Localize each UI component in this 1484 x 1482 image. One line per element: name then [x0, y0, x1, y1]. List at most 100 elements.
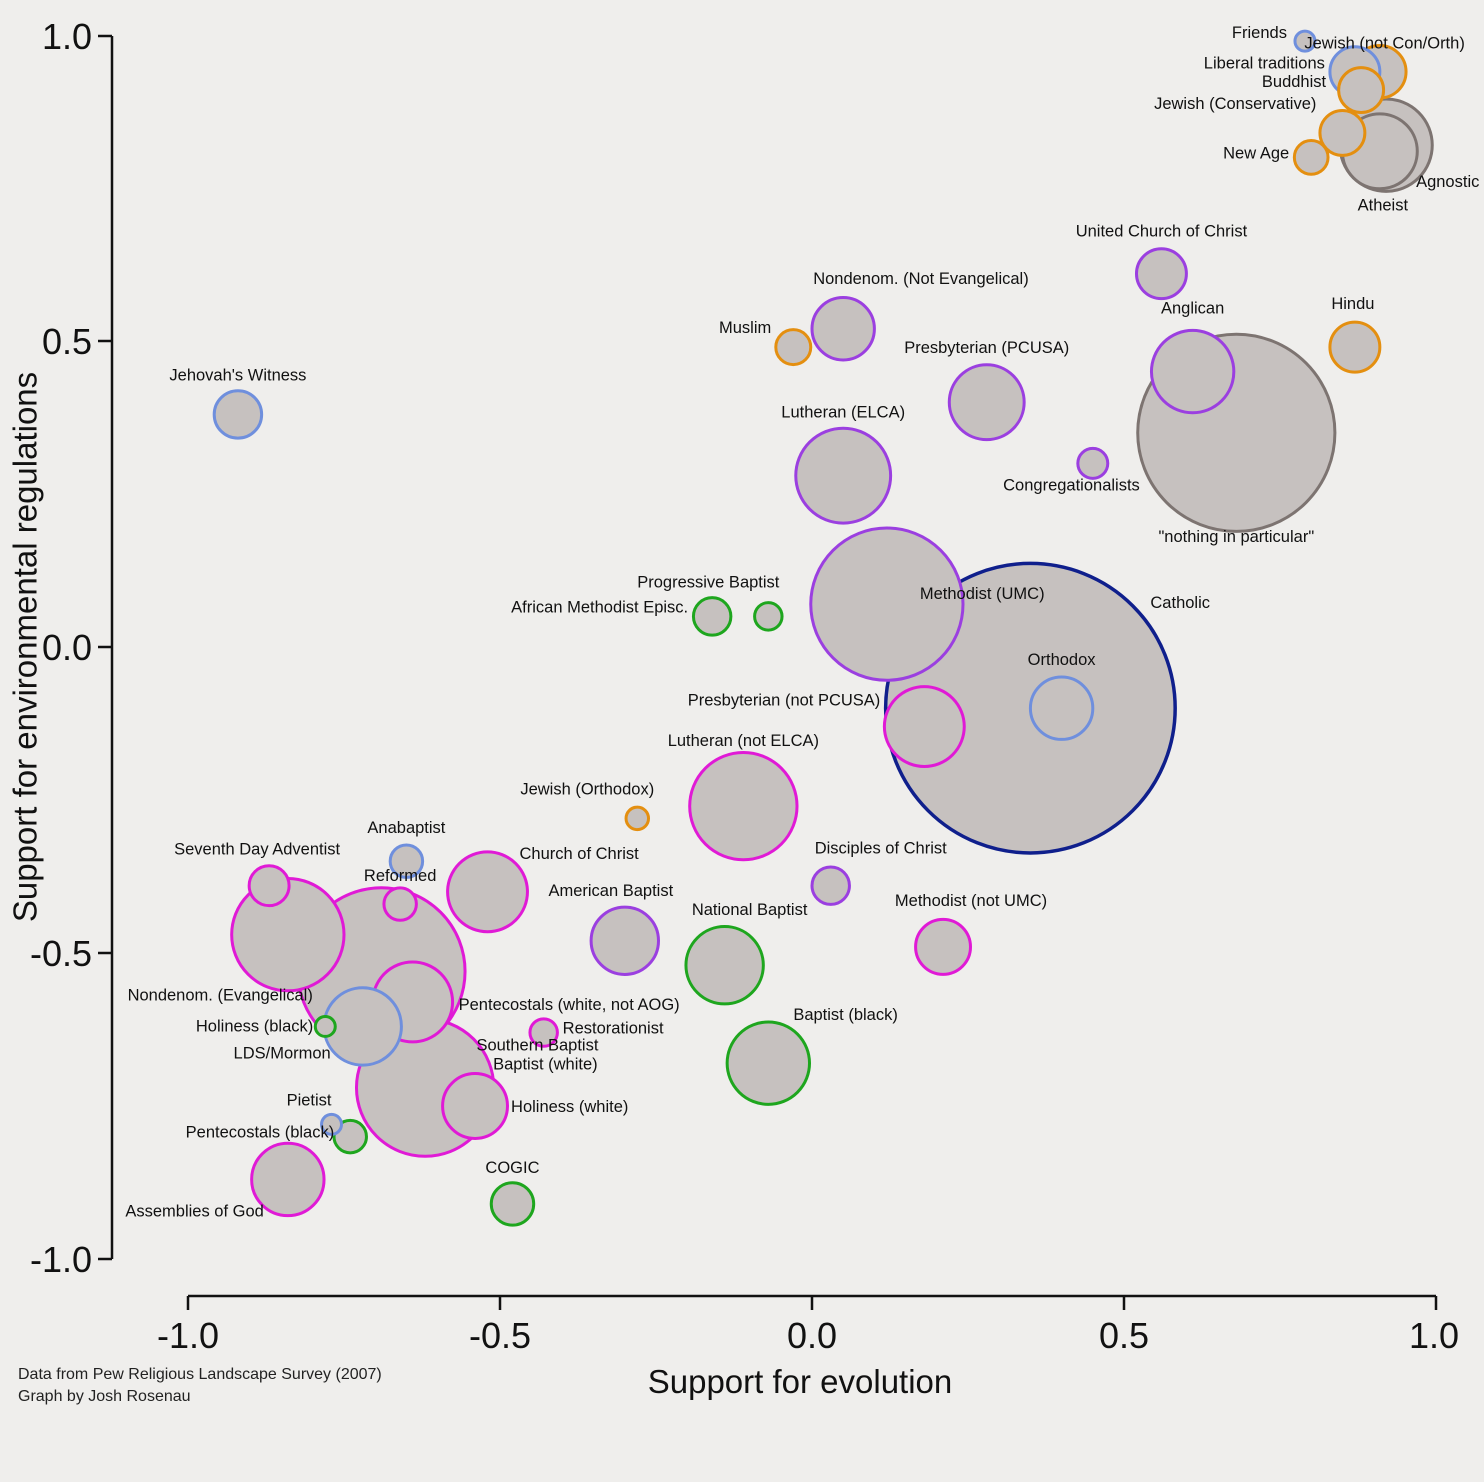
- bubble: [1318, 108, 1367, 157]
- bubble-label: Holiness (black): [196, 1017, 313, 1035]
- bubble: [382, 886, 418, 922]
- bubble-label: Methodist (not UMC): [895, 892, 1047, 910]
- bubble: [809, 526, 965, 682]
- bubble-label: Disciples of Christ: [815, 840, 947, 858]
- bubble-label: Seventh Day Adventist: [174, 841, 340, 859]
- bubble-label: Atheist: [1358, 196, 1409, 214]
- bubble-label: Jewish (not Con/Orth): [1304, 35, 1464, 53]
- bubble: [810, 296, 876, 362]
- y-tick-label: 0.5: [42, 321, 92, 362]
- bubble: [1076, 446, 1110, 480]
- bubble-label: Pietist: [287, 1091, 332, 1109]
- bubble: [212, 389, 264, 440]
- bubble-label: COGIC: [485, 1159, 539, 1177]
- bubble: [624, 805, 651, 832]
- bubble: [247, 864, 291, 908]
- bubble-label: Nondenom. (Evangelical): [128, 987, 313, 1005]
- bubble-label: Baptist (white): [493, 1056, 598, 1074]
- bubble: [528, 1017, 559, 1048]
- bubble-label: Lutheran (not ELCA): [668, 732, 819, 750]
- bubble: [1028, 675, 1095, 741]
- bubble-label: Pentecostals (black): [186, 1124, 335, 1142]
- bubble-label: Hindu: [1331, 295, 1374, 313]
- bubble: [684, 925, 765, 1006]
- bubble-label: Progressive Baptist: [637, 573, 780, 591]
- x-tick-label: -0.5: [469, 1315, 531, 1356]
- x-tick-label: 0.5: [1099, 1315, 1149, 1356]
- bubble: [446, 850, 529, 934]
- bubble-label: Presbyterian (not PCUSA): [688, 692, 881, 710]
- bubble: [1293, 29, 1317, 53]
- bubble-label: Church of Christ: [520, 845, 640, 863]
- bubble: [489, 1181, 536, 1227]
- bubble-label: Agnostic: [1416, 173, 1479, 191]
- x-axis: -1.0 -0.5 0.0 0.5 1.0 Support for evolut…: [157, 1294, 1459, 1400]
- bubble-label: New Age: [1223, 144, 1289, 162]
- bubble: [1328, 320, 1382, 374]
- bubble-label: Baptist (black): [793, 1006, 898, 1024]
- bubble-label: Catholic: [1150, 594, 1210, 612]
- bubbles-layer: [212, 29, 1434, 1227]
- x-tick-label: 1.0: [1409, 1315, 1459, 1356]
- labels-layer: Jewish (not Con/Orth) Friends Liberal trad…: [125, 24, 1479, 1220]
- bubble-label: Buddhist: [1262, 73, 1327, 91]
- y-tick-label: 1.0: [42, 16, 92, 57]
- bubble-label: Jehovah's Witness: [169, 366, 306, 384]
- x-tick-label: 0.0: [787, 1315, 837, 1356]
- bubble-label: Jewish (Orthodox): [520, 780, 654, 798]
- y-tick-label: 0.0: [42, 627, 92, 668]
- bubble-label: Assemblies of God: [125, 1202, 263, 1220]
- bubble-label: Nondenom. (Not Evangelical): [813, 270, 1029, 288]
- bubble: [810, 865, 851, 906]
- bubble-label: Pentecostals (white, not AOG): [459, 996, 680, 1014]
- bubble-label: Holiness (white): [511, 1098, 628, 1116]
- bubble: [589, 905, 660, 976]
- bubble: [794, 426, 893, 525]
- bubble: [1134, 247, 1188, 301]
- bubble: [691, 596, 733, 637]
- bubble: [774, 328, 813, 367]
- bubble: [725, 1020, 812, 1106]
- bubble: [882, 685, 966, 768]
- y-axis-title: Support for environmental regulations: [7, 372, 44, 922]
- bubble: [1292, 139, 1330, 176]
- bubble-label: Restorationist: [563, 1020, 664, 1038]
- bubble: [388, 843, 425, 879]
- bubble-label: LDS/Mormon: [234, 1044, 331, 1062]
- bubble-label: Southern Baptist: [476, 1036, 598, 1054]
- bubble: [688, 750, 799, 862]
- bubble-label: Friends: [1232, 24, 1287, 42]
- bubble-label: Reformed: [364, 867, 436, 885]
- bubble: [441, 1072, 509, 1140]
- bubble: [1149, 328, 1236, 415]
- bubble: [753, 601, 784, 632]
- y-tick-label: -1.0: [30, 1239, 92, 1280]
- x-axis-title: Support for evolution: [648, 1363, 953, 1400]
- author-credit: Graph by Josh Rosenau: [18, 1388, 191, 1405]
- bubble-label: "nothing in particular": [1158, 528, 1314, 546]
- bubble-label: Lutheran (ELCA): [781, 404, 905, 422]
- bubble-label: Methodist (UMC): [920, 585, 1045, 603]
- bubble-label: Orthodox: [1028, 651, 1097, 669]
- bubble: [947, 363, 1026, 442]
- bubble: [313, 1014, 337, 1038]
- bubble-label: Congregationalists: [1003, 476, 1140, 494]
- bubble: [320, 1112, 344, 1136]
- bubble-label: Anabaptist: [367, 819, 445, 837]
- x-tick-label: -1.0: [157, 1315, 219, 1356]
- bubble-label: Presbyterian (PCUSA): [904, 339, 1069, 357]
- y-axis: 1.0 0.5 0.0 -0.5 -1.0 Support for enviro…: [7, 16, 114, 1280]
- bubble-label: Anglican: [1161, 300, 1224, 318]
- y-tick-label: -0.5: [30, 933, 92, 974]
- bubble: [250, 1141, 326, 1218]
- bubble-label: Muslim: [719, 319, 771, 337]
- bubble: [914, 917, 972, 976]
- bubble-label: American Baptist: [548, 882, 673, 900]
- bubble-label: National Baptist: [692, 901, 808, 919]
- bubble-label: Liberal traditions: [1204, 55, 1325, 73]
- bubble: [1337, 66, 1386, 115]
- data-source-credit: Data from Pew Religious Landscape Survey…: [18, 1366, 382, 1383]
- bubble-label: United Church of Christ: [1076, 223, 1248, 241]
- bubble-label: Jewish (Conservative): [1154, 95, 1316, 113]
